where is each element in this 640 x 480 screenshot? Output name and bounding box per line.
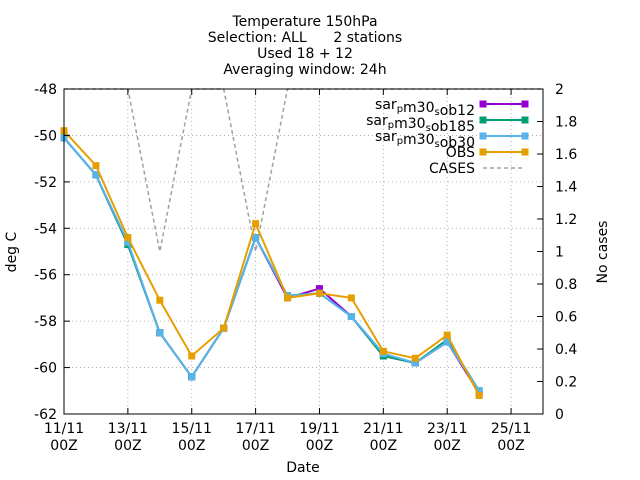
title-line-4: Averaging window: 24h <box>223 62 386 78</box>
y2-tick-label: 1.2 <box>555 212 577 228</box>
x-tick-label-date: 17/11 <box>235 421 275 437</box>
y2-tick-label: 1.8 <box>555 115 577 131</box>
x-tick-label-date: 13/11 <box>108 421 148 437</box>
data-point <box>124 238 132 246</box>
data-point <box>347 294 355 302</box>
data-point <box>315 289 323 297</box>
y2-tick-label: 1.6 <box>555 147 577 163</box>
series-line <box>63 130 480 396</box>
cases-line <box>64 88 543 252</box>
x-tick-label-hour: 00Z <box>50 438 77 454</box>
title-line-3: Used 18 + 12 <box>257 46 353 62</box>
title-line-1: Temperature 150hPa <box>231 14 377 30</box>
y-tick-label: -48 <box>34 82 57 98</box>
legend-sample-marker <box>521 148 529 156</box>
series-line <box>63 137 480 392</box>
y2-tick-label: 2 <box>555 82 564 98</box>
x-tick-label-hour: 00Z <box>433 438 460 454</box>
y-tick-label: -58 <box>34 314 57 330</box>
legend-sample-marker <box>521 132 529 140</box>
legend-sample-marker <box>521 100 529 108</box>
legend-sample-marker <box>479 148 487 156</box>
title-line-2: Selection: ALL 2 stations <box>208 30 402 46</box>
legend: sarpm30sob12sarpm30sob185sarpm30sob30OBS… <box>366 97 529 177</box>
series-line <box>63 137 480 392</box>
y2-axis-label: No cases <box>595 221 611 284</box>
y2-tick-label: 0.4 <box>555 342 577 358</box>
data-point <box>284 294 292 302</box>
data-point <box>220 324 228 332</box>
data-point <box>475 391 483 399</box>
legend-label: CASES <box>429 161 475 177</box>
y2-tick-label: 1 <box>555 245 564 261</box>
data-point <box>252 220 260 228</box>
legend-sample-marker <box>521 116 529 124</box>
y-tick-label: -60 <box>34 361 57 377</box>
legend-label: sarpm30sob185 <box>366 113 475 135</box>
x-tick-label-hour: 00Z <box>178 438 205 454</box>
legend-sample-marker <box>479 116 487 124</box>
x-tick-label-date: 15/11 <box>172 421 212 437</box>
data-point <box>411 359 419 367</box>
data-point <box>188 373 196 381</box>
x-tick-label-hour: 00Z <box>497 438 524 454</box>
y2-tick-label: 1.4 <box>555 180 577 196</box>
data-point <box>156 296 164 304</box>
data-point <box>379 347 387 355</box>
data-series <box>60 127 483 399</box>
y2-tick-label: 0.6 <box>555 310 577 326</box>
x-axis-ticks: 11/1100Z13/1100Z15/1100Z17/1100Z19/1100Z… <box>44 89 531 454</box>
legend-label: OBS <box>446 145 475 161</box>
y2-axis-ticks: 2 1.8 1.6 1.4 1.2 1 0.8 0.6 0.4 0.2 0 <box>537 82 577 423</box>
data-point <box>188 352 196 360</box>
data-point <box>252 234 260 242</box>
data-point <box>475 387 483 395</box>
y-axis-label: deg C <box>4 231 20 272</box>
y-tick-label: -62 <box>34 407 57 423</box>
x-tick-label-hour: 00Z <box>306 438 333 454</box>
chart-title: Temperature 150hPa Selection: ALL 2 stat… <box>208 14 402 78</box>
legend-label: sarpm30sob12 <box>375 97 475 119</box>
y2-tick-label: 0.8 <box>555 277 577 293</box>
data-point <box>411 354 419 362</box>
x-tick-label-date: 21/11 <box>363 421 403 437</box>
x-tick-label-hour: 00Z <box>242 438 269 454</box>
y2-tick-label: 0 <box>555 407 564 423</box>
x-tick-label-hour: 00Z <box>370 438 397 454</box>
data-point <box>92 162 100 170</box>
x-tick-label-date: 11/11 <box>44 421 84 437</box>
data-point <box>315 285 323 293</box>
x-tick-label-date: 23/11 <box>427 421 467 437</box>
cases-series <box>64 88 543 252</box>
y-tick-label: -52 <box>34 175 57 191</box>
data-point <box>92 171 100 179</box>
y-axis-ticks: -48 -50 -52 -54 -56 -58 -60 -62 <box>34 82 70 423</box>
legend-label: sarpm30sob30 <box>375 129 475 151</box>
legend-sample-marker <box>479 132 487 140</box>
x-tick-label-date: 19/11 <box>299 421 339 437</box>
x-axis-label: Date <box>286 460 319 476</box>
data-point <box>124 234 132 242</box>
x-tick-label-hour: 00Z <box>114 438 141 454</box>
y-tick-label: -54 <box>34 221 57 237</box>
y-tick-label: -56 <box>34 268 57 284</box>
data-point <box>443 331 451 339</box>
legend-sample-marker <box>479 100 487 108</box>
y-tick-label: -50 <box>34 128 57 144</box>
data-point <box>443 338 451 346</box>
data-point <box>156 329 164 337</box>
data-point <box>347 313 355 320</box>
series-4 <box>60 127 483 399</box>
y2-tick-label: 0.2 <box>555 375 577 391</box>
x-tick-label-date: 25/11 <box>491 421 531 437</box>
